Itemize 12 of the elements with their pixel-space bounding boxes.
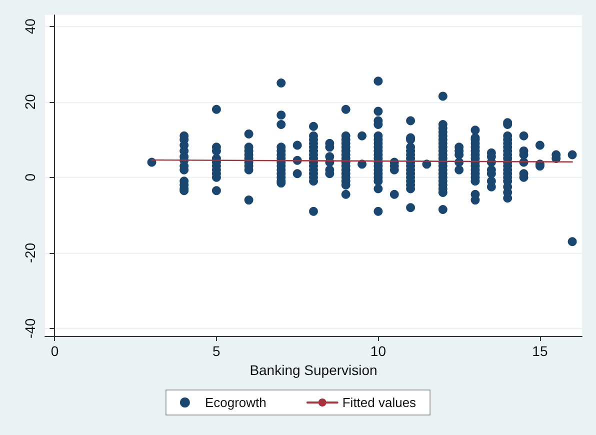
y-tick-label: 40 xyxy=(22,18,38,34)
legend-label: Fitted values xyxy=(342,395,417,410)
x-tick-label: 5 xyxy=(212,343,221,359)
x-tick-label: 15 xyxy=(532,343,548,359)
x-tick-label: 0 xyxy=(50,343,59,359)
x-tick-label: 10 xyxy=(370,343,386,359)
legend-label: Ecogrowth xyxy=(204,395,266,410)
y-tick-label: 0 xyxy=(22,173,38,182)
y-tick-label: -20 xyxy=(22,242,38,264)
y-tick-label: -40 xyxy=(22,318,38,339)
y-tick-label: 20 xyxy=(22,94,38,110)
x-axis-title: Banking Supervision xyxy=(250,362,378,378)
